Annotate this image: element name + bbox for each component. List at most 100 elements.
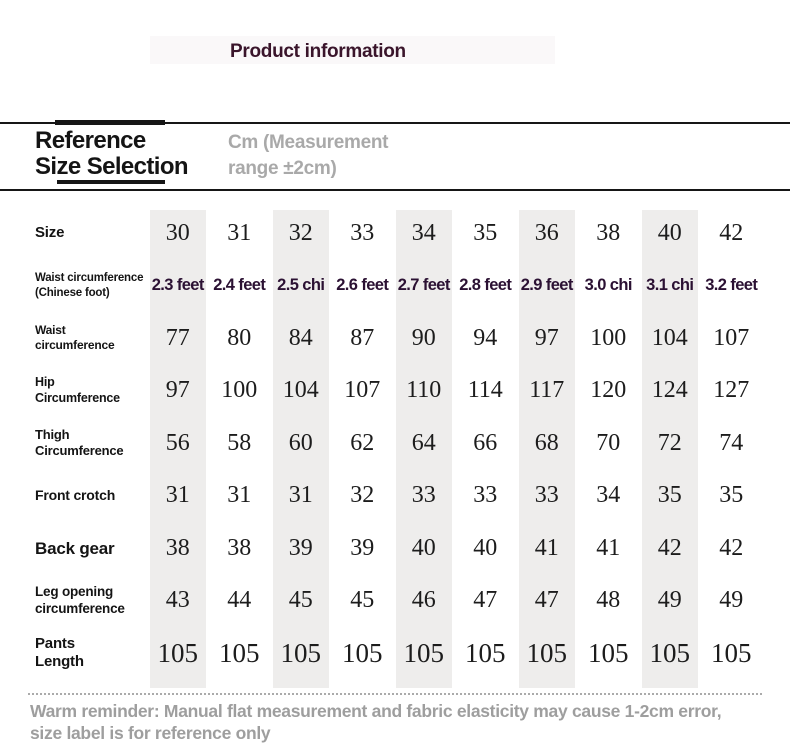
table-cell: 97 — [165, 377, 190, 404]
table-cell: 105 — [403, 637, 445, 668]
table-cell: 70 — [596, 429, 621, 456]
table-cell: 72 — [657, 429, 682, 456]
table-cell: 32 — [350, 482, 375, 509]
row-label: Waist circumference (Chinese foot) — [35, 272, 144, 299]
table-cell: 34 — [411, 219, 436, 246]
row-label: Waist circumference — [35, 323, 115, 353]
table-cell: 43 — [165, 587, 190, 614]
table-cell: 2.8 feet — [459, 276, 512, 295]
table-cell: 42 — [719, 219, 744, 246]
top-accent-bar — [55, 120, 165, 125]
table-cell: 2.6 feet — [336, 276, 389, 295]
table-row: Waist circumference (Chinese foot) 2.3 fe… — [0, 260, 790, 313]
table-cell: 31 — [227, 482, 252, 509]
table-cell: 42 — [719, 534, 744, 561]
table-cell: 2.3 feet — [151, 276, 205, 295]
table-cell: 90 — [411, 324, 436, 351]
table-cell: 40 — [411, 534, 436, 561]
table-cell: 45 — [288, 587, 313, 614]
row-label: Thigh Circumference — [35, 427, 124, 459]
table-cell: 49 — [657, 587, 682, 614]
table-cell: 2.4 feet — [213, 276, 266, 295]
table-cell: 110 — [406, 377, 442, 404]
warm-reminder: Warm reminder: Manual flat measurement a… — [30, 701, 722, 743]
table-cell: 114 — [467, 377, 503, 404]
measurement-unit-note: Cm (Measurement range ±2cm) — [228, 132, 389, 179]
table-cell: 47 — [473, 587, 498, 614]
table-row: Thigh Circumference 56 58 60 62 64 66 68 70 72 74 — [0, 417, 790, 470]
column-stripe — [149, 210, 206, 688]
table-cell: 31 — [227, 219, 252, 246]
table-cell: 41 — [596, 534, 621, 561]
table-cell: 105 — [649, 637, 691, 668]
table-cell: 46 — [411, 587, 436, 614]
table-cell: 105 — [219, 637, 260, 668]
table-cell: 117 — [529, 377, 565, 404]
table-cell: 34 — [596, 482, 621, 509]
table-cell: 62 — [350, 429, 375, 456]
table-cell: 80 — [227, 324, 252, 351]
table-cell: 35 — [473, 219, 498, 246]
table-cell: 38 — [227, 534, 252, 561]
table-cell: 33 — [411, 482, 436, 509]
table-cell: 87 — [350, 324, 375, 351]
table-cell: 100 — [590, 324, 627, 351]
table-cell: 105 — [465, 637, 506, 668]
column-stripe — [518, 210, 575, 688]
table-cell: 124 — [651, 377, 688, 404]
bottom-accent-bar — [57, 180, 165, 184]
column-stripe — [641, 210, 698, 688]
column-stripe — [395, 210, 452, 688]
table-cell: 77 — [165, 324, 190, 351]
table-cell: 94 — [473, 324, 498, 351]
table-cell: 35 — [719, 482, 744, 509]
table-cell: 38 — [596, 219, 621, 246]
table-cell: 3.2 feet — [705, 276, 758, 295]
row-label: Size — [35, 223, 65, 241]
table-cell: 39 — [350, 534, 375, 561]
table-cell: 33 — [534, 482, 559, 509]
table-row: Hip Circumference 97 100 104 107 110 114 117 120… — [0, 365, 790, 418]
table-cell: 58 — [227, 429, 252, 456]
table-cell: 3.0 chi — [584, 276, 633, 295]
table-cell: 60 — [288, 429, 313, 456]
table-cell: 2.7 feet — [397, 276, 451, 295]
table-cell: 33 — [350, 219, 375, 246]
size-table: Size 30 31 32 33 34 35 36 38 40 42 Waist circumfere… — [0, 207, 790, 680]
table-cell: 105 — [280, 637, 322, 668]
table-cell: 39 — [288, 534, 313, 561]
table-cell: 105 — [342, 637, 383, 668]
table-cell: 2.5 chi — [277, 276, 325, 295]
table-row: Leg opening circumference 43 44 45 45 46 47 47 4… — [0, 575, 790, 628]
table-cell: 68 — [534, 429, 559, 456]
table-cell: 104 — [282, 377, 319, 404]
table-row: Size 30 31 32 33 34 35 36 38 40 42 — [0, 207, 790, 260]
table-cell: 36 — [534, 219, 559, 246]
table-row: Front crotch 31 31 31 32 33 33 33 34 35 35 — [0, 470, 790, 523]
table-cell: 3.1 chi — [646, 276, 694, 295]
row-label: Back gear — [35, 538, 115, 558]
table-cell: 32 — [288, 219, 313, 246]
table-cell: 97 — [534, 324, 559, 351]
table-cell: 42 — [657, 534, 682, 561]
table-cell: 48 — [596, 587, 621, 614]
row-label: Leg opening circumference — [35, 583, 125, 616]
table-cell: 49 — [719, 587, 744, 614]
row-label: Front crotch — [35, 487, 116, 503]
table-cell: 33 — [473, 482, 498, 509]
page-title: Product information — [230, 41, 406, 62]
bottom-divider — [0, 189, 790, 191]
table-cell: 47 — [534, 587, 559, 614]
table-cell: 40 — [473, 534, 498, 561]
row-label: Pants Length — [35, 634, 84, 671]
table-cell: 105 — [711, 637, 752, 668]
title-highlight — [150, 36, 555, 64]
table-cell: 2.9 feet — [520, 276, 574, 295]
table-cell: 107 — [344, 377, 381, 404]
table-row: Back gear 38 38 39 39 40 40 41 41 42 42 — [0, 522, 790, 575]
table-cell: 105 — [157, 637, 199, 668]
table-cell: 56 — [165, 429, 190, 456]
table-cell: 45 — [350, 587, 375, 614]
table-cell: 66 — [473, 429, 498, 456]
